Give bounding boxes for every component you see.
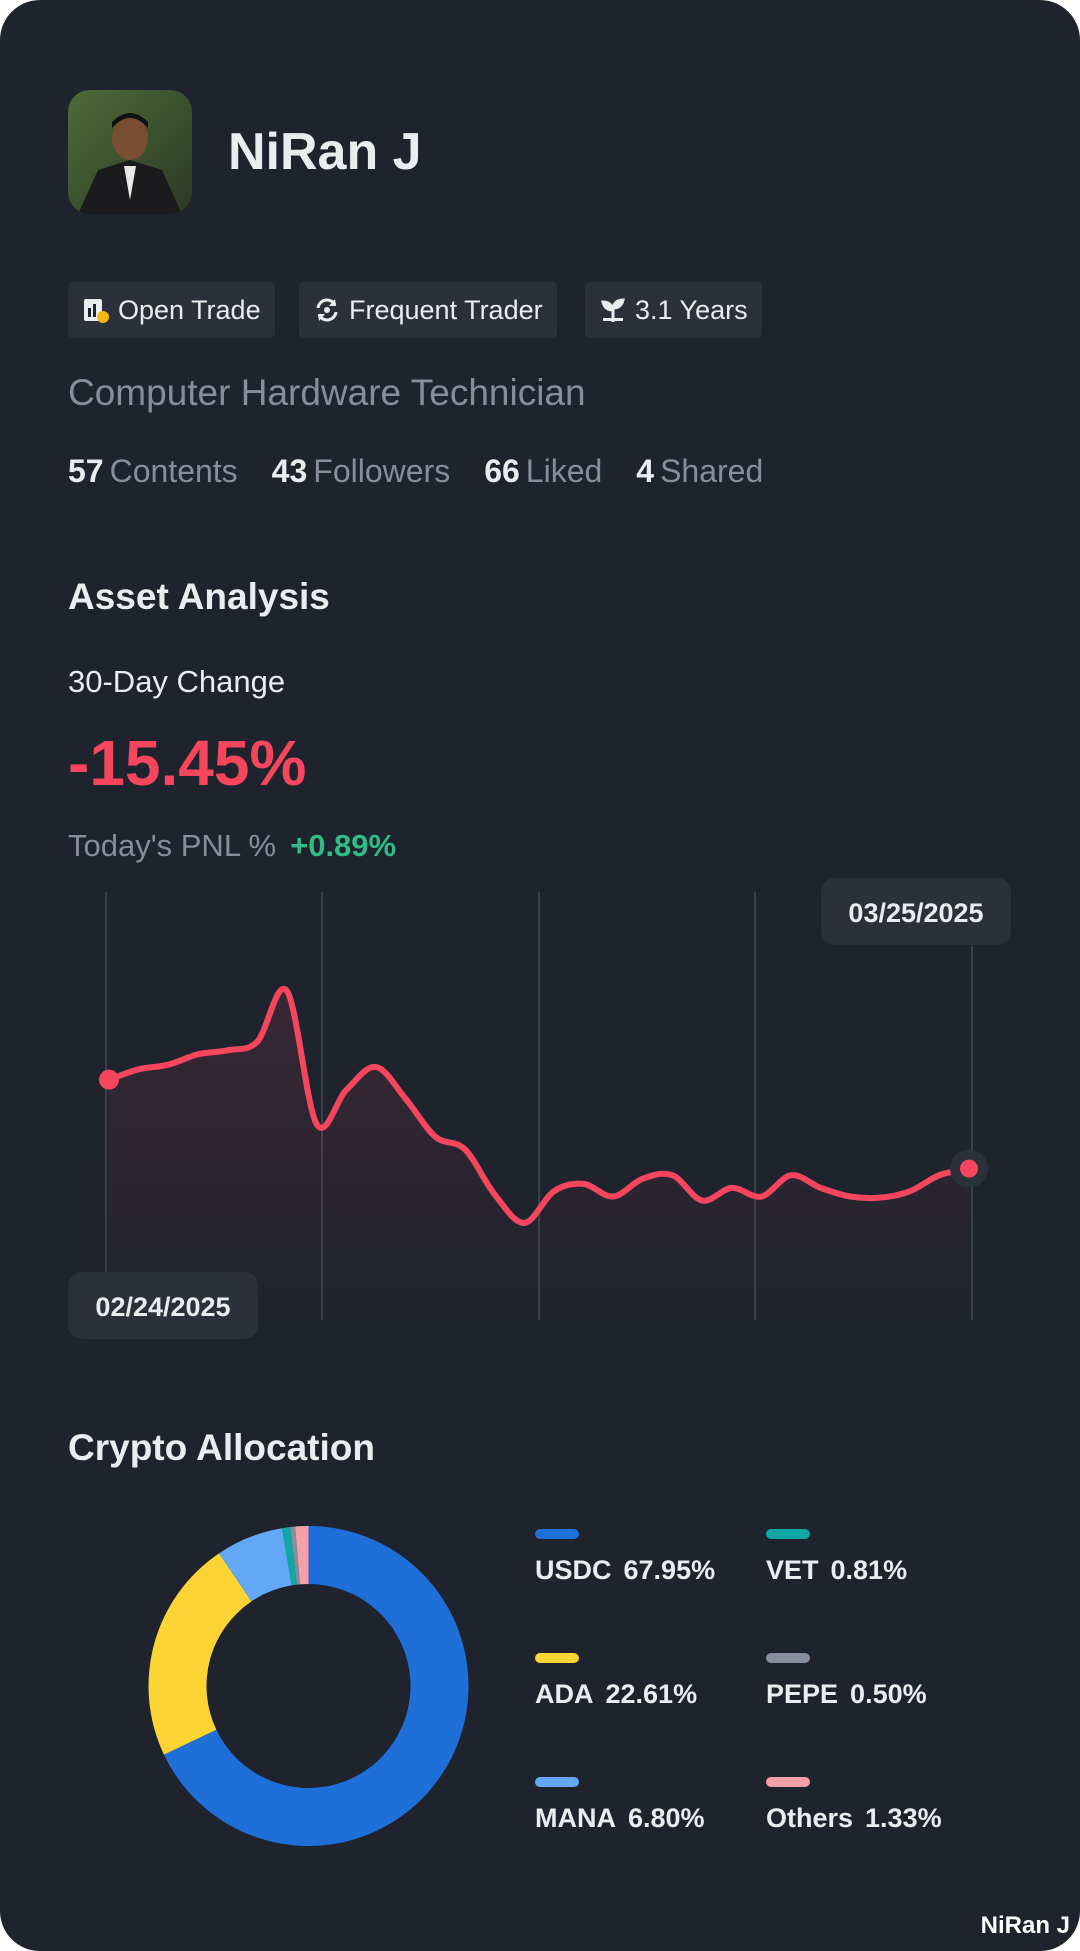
badge-icon bbox=[601, 298, 625, 322]
donut-segment bbox=[148, 1553, 252, 1755]
legend-value: 0.50% bbox=[850, 1679, 927, 1709]
legend-entry: VET 0.81% bbox=[766, 1555, 907, 1585]
stat-label: Liked bbox=[525, 453, 603, 489]
badge-text: 3.1 Years bbox=[635, 294, 748, 325]
legend-value: 1.33% bbox=[865, 1803, 942, 1833]
badge[interactable]: Open Trade bbox=[68, 282, 275, 338]
legend-value: 6.80% bbox=[628, 1803, 705, 1833]
pnl-value: +0.89% bbox=[290, 828, 397, 863]
legend-name: PEPE bbox=[766, 1679, 838, 1709]
badge[interactable]: Frequent Trader bbox=[299, 282, 557, 338]
stat-value: 4 bbox=[636, 453, 655, 489]
donut-segment bbox=[282, 1527, 297, 1586]
line-area bbox=[109, 988, 969, 1320]
donut-segment bbox=[290, 1526, 300, 1585]
donut-segment bbox=[295, 1526, 309, 1585]
legend-entry: MANA 6.80% bbox=[535, 1803, 705, 1833]
start-dot bbox=[99, 1069, 119, 1090]
avatar[interactable] bbox=[68, 90, 192, 214]
legend-value: 0.81% bbox=[831, 1555, 908, 1585]
legend-entry: PEPE 0.50% bbox=[766, 1679, 927, 1709]
date-tooltip bbox=[68, 1272, 258, 1339]
badge-icon bbox=[316, 298, 338, 322]
stat-value: 43 bbox=[271, 453, 308, 489]
legend-entry: Others 1.33% bbox=[766, 1803, 942, 1833]
legend-name: USDC bbox=[535, 1555, 612, 1585]
stat-value: 66 bbox=[484, 453, 520, 489]
donut-segment bbox=[163, 1526, 469, 1846]
legend-name: VET bbox=[766, 1555, 819, 1585]
stat-label: Contents bbox=[109, 453, 238, 489]
legend-value: 67.95% bbox=[624, 1555, 716, 1585]
stat[interactable]: 43 Followers bbox=[272, 453, 451, 490]
pnl-label: Today's PNL % bbox=[68, 828, 277, 863]
watermark: NiRan J bbox=[980, 1912, 1070, 1939]
bio: Computer Hardware Technician bbox=[68, 372, 586, 413]
legend-name: ADA bbox=[535, 1679, 594, 1709]
stats: 57 Contents 43 Followers 66 Liked 4 Shared bbox=[68, 453, 763, 490]
stat-value: 57 bbox=[68, 453, 104, 489]
stat-label: Followers bbox=[313, 453, 451, 489]
date-tooltip bbox=[821, 878, 1011, 945]
stat[interactable]: 66 Liked bbox=[484, 453, 602, 490]
legend-name: MANA bbox=[535, 1803, 616, 1833]
badge-icon bbox=[84, 299, 109, 323]
date-label: 03/25/2025 bbox=[848, 898, 983, 928]
section-title: Asset Analysis bbox=[68, 576, 330, 617]
end-dot bbox=[960, 1159, 978, 1178]
legend-value: 22.61% bbox=[606, 1679, 698, 1709]
badge[interactable]: 3.1 Years bbox=[585, 282, 762, 338]
stat-label: Shared bbox=[660, 453, 764, 489]
legend-entry: ADA 22.61% bbox=[535, 1679, 697, 1709]
legend-swatch bbox=[535, 1529, 579, 1539]
section-title: Crypto Allocation bbox=[68, 1427, 375, 1468]
badge-text: Open Trade bbox=[118, 294, 261, 325]
legend-swatch bbox=[766, 1529, 810, 1539]
stat[interactable]: 57 Contents bbox=[68, 453, 238, 490]
stat[interactable]: 4 Shared bbox=[636, 453, 763, 490]
line-chart: 02/24/2025 03/25/2025 bbox=[68, 878, 1011, 1339]
user-name: NiRan J bbox=[228, 123, 422, 181]
legend-swatch bbox=[535, 1777, 579, 1787]
legend-entry: USDC 67.95% bbox=[535, 1555, 715, 1585]
pnl: Today's PNL % +0.89% bbox=[68, 828, 396, 864]
change-label: 30-Day Change bbox=[68, 664, 286, 699]
legend-swatch bbox=[535, 1653, 579, 1663]
legend-swatch bbox=[766, 1653, 810, 1663]
donut-segment bbox=[219, 1528, 292, 1602]
legend-name: Others bbox=[766, 1803, 853, 1833]
legend-swatch bbox=[766, 1777, 810, 1787]
change-value: -15.45% bbox=[68, 727, 307, 799]
date-label: 02/24/2025 bbox=[95, 1292, 230, 1322]
badge-text: Frequent Trader bbox=[349, 294, 543, 325]
allocation: Crypto Allocation USDC 67.95% ADA 22.61% MANA… bbox=[68, 1427, 942, 1846]
line bbox=[106, 985, 972, 1226]
